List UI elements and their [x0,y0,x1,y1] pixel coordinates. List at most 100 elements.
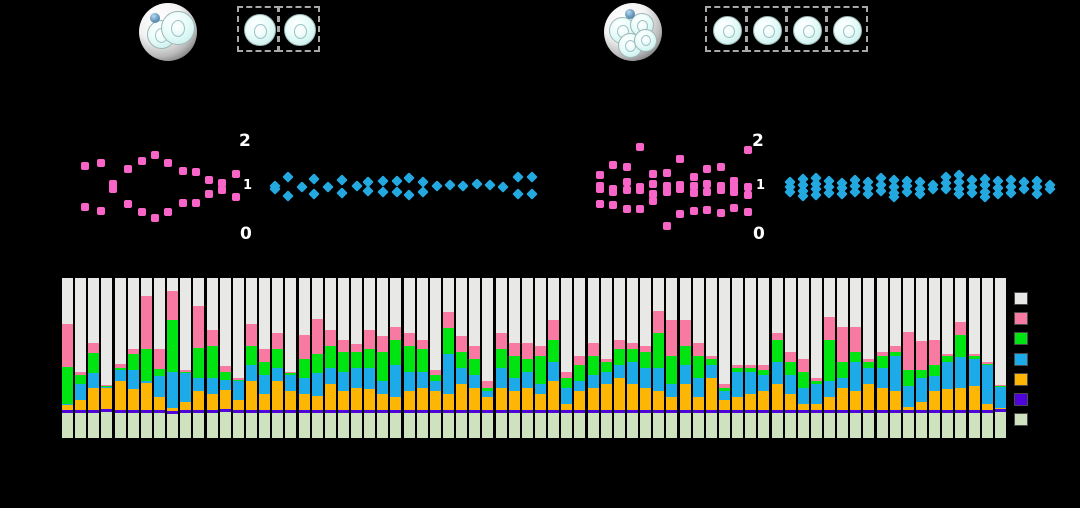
bar-segment [850,410,862,414]
bar-segment [876,413,888,438]
bar-segment [232,278,244,378]
intact-2cell-embryo-pairs-point [151,213,159,222]
bar-segment [245,346,257,366]
stacked-bar [824,278,836,438]
bar-segment [167,372,179,408]
stacked-bar [364,278,376,438]
bar-segment [876,278,888,353]
intact-4cell-embryo-quads-point [596,199,604,208]
stacked-bar [390,278,402,438]
bar-segment [561,387,573,404]
bar-segment [889,390,901,410]
bar-segment [876,410,888,414]
intact-4cell-embryo-quads-point [596,184,604,193]
intact-2cell-embryo-pairs-point [164,208,172,217]
bar-segment [245,323,257,346]
bar-segment [285,374,297,391]
bar-segment [705,410,717,414]
intact-4cell-embryo-quads-point [717,208,725,217]
intact-2cell-embryo-pairs-point [164,158,172,167]
bar-segment [114,368,126,370]
bar-segment [193,413,205,438]
stacked-bar [75,278,87,438]
intact-2cell-embryo-pairs-point [232,169,240,178]
bar-segment [692,410,704,414]
bar-segment [140,349,152,382]
legend-swatch [1014,312,1028,326]
bar-segment [850,352,862,362]
stacked-bar [535,278,546,438]
bar-segment [429,278,441,370]
stacked-bar [613,278,625,438]
bar-segment [679,365,691,385]
bar-segment [850,362,862,391]
bar-segment [758,370,770,375]
bar-segment [259,374,271,394]
bar-segment [955,413,967,438]
bar-segment [482,390,494,398]
bar-segment [416,349,428,372]
bar-segment [797,358,809,372]
bar-segment [810,278,822,378]
bar-segment [916,402,928,410]
dissociated-cell-box [825,6,868,52]
bar-segment [666,410,678,414]
bar-segment [981,362,993,364]
bar-segment [968,413,980,438]
bar-segment [889,410,901,414]
bar-segment [876,355,888,369]
bar-segment [758,390,770,410]
bar-segment [140,296,152,350]
bar-segment [495,333,507,350]
stacked-bar [692,278,704,438]
bar-segment [679,410,691,414]
bar-segment [850,390,862,410]
bar-segment [810,381,822,385]
bar-segment [245,365,257,382]
bar-segment [692,413,704,438]
intact-4cell-embryo-quads-point [744,145,752,154]
bar-segment [732,413,744,438]
bar-segment [469,413,481,438]
bar-segment [718,410,730,414]
bar-segment [640,346,652,353]
bar-segment [508,278,520,343]
bar-segment [219,372,231,381]
stacked-bar [718,278,730,438]
bar-segment [180,278,192,370]
bar-segment [337,352,349,372]
bar-segment [416,387,428,410]
intact-2cell-embryo-pairs-point [97,158,105,167]
dissociated-cell-box [277,6,320,52]
stacked-bar [889,278,901,438]
bar-segment [101,412,113,438]
bar-segment [127,410,139,414]
bar-segment [351,352,363,369]
bar-segment [429,381,441,391]
bar-segment [626,362,638,385]
bar-segment [351,344,363,353]
bar-segment [272,381,284,410]
bar-segment [337,278,349,340]
bar-segment [981,413,993,438]
bar-segment [272,413,284,438]
ytick-0-right: 0 [753,224,765,244]
bar-segment [259,362,271,375]
bar-segment [824,397,836,410]
bar-segment [902,331,914,370]
bar-segment [784,374,796,394]
bar-segment [902,278,914,332]
stacked-bar [561,278,573,438]
bar-segment [429,410,441,414]
stacked-bar [324,278,336,438]
bar-segment [377,352,389,382]
bar-segment [626,349,638,362]
bar-segment [548,320,560,340]
bar-segment [548,362,560,382]
stacked-bar [377,278,389,438]
bar-segment [758,413,770,438]
bar-segment [600,410,612,414]
bar-segment [942,389,954,410]
bar-segment [311,410,323,414]
bar-segment [574,413,586,438]
